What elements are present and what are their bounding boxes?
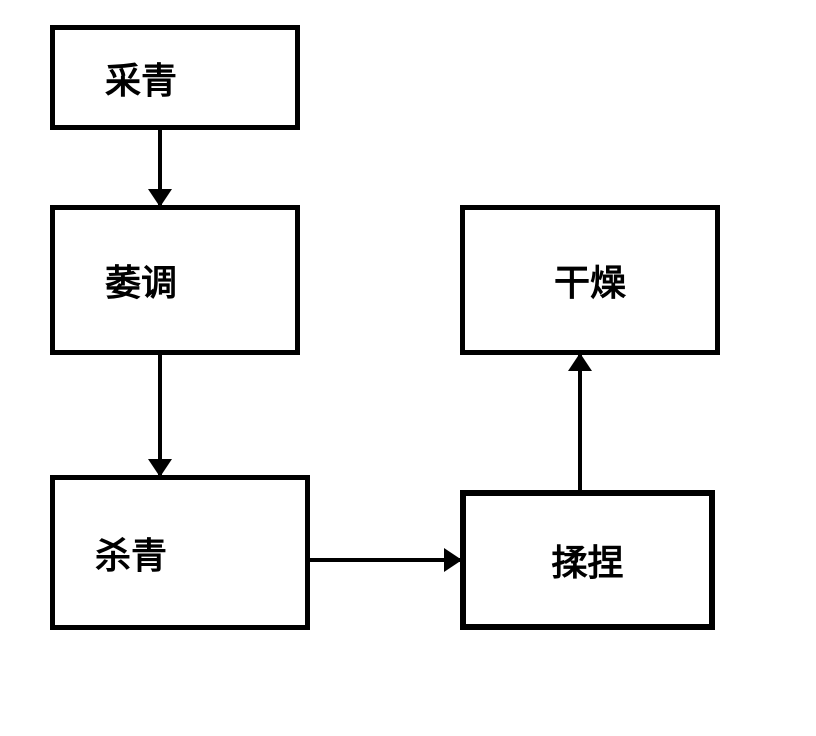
edge-n4-n5 [0,0,816,736]
